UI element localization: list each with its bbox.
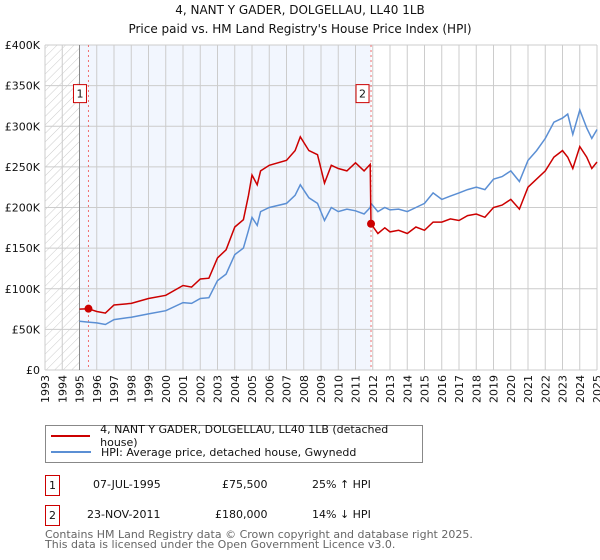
x-tick-label: 2025 xyxy=(591,375,600,403)
transaction-date: 07-JUL-1995 xyxy=(93,478,161,491)
x-tick-label: 2002 xyxy=(194,375,207,403)
sale-point xyxy=(367,219,376,228)
hpi-line xyxy=(79,107,598,326)
legend-label: HPI: Average price, detached house, Gwyn… xyxy=(101,445,357,459)
x-tick-label: 1998 xyxy=(125,375,138,403)
footer-copyright: Contains HM Land Registry data © Crown c… xyxy=(45,528,473,541)
transaction-number: 2 xyxy=(45,505,60,526)
transaction-price: £180,000 xyxy=(215,508,268,521)
footer-licence: This data is licensed under the Open Gov… xyxy=(45,538,396,551)
x-tick-label: 2018 xyxy=(470,375,483,403)
x-tick-label: 2010 xyxy=(332,375,345,403)
y-tick-label: £250K xyxy=(5,161,41,174)
transaction-number: 1 xyxy=(45,475,60,496)
y-tick-label: £350K xyxy=(5,80,41,93)
legend-swatch-blue xyxy=(51,451,91,453)
x-tick-label: 2001 xyxy=(177,375,190,403)
footer: Contains HM Land Registry data © Crown c… xyxy=(45,528,473,551)
price-paid-line xyxy=(79,135,598,314)
x-tick-label: 2008 xyxy=(298,375,311,403)
chart-title: 4, NANT Y GADER, DOLGELLAU, LL40 1LB xyxy=(175,3,425,17)
legend-label: 4, NANT Y GADER, DOLGELLAU, LL40 1LB (de… xyxy=(100,423,389,449)
transaction-date: 23-NOV-2011 xyxy=(87,508,161,521)
x-tick-label: 2021 xyxy=(522,375,535,403)
sale-label: 2 xyxy=(359,88,366,101)
x-tick-label: 2022 xyxy=(539,375,552,403)
x-tick-label: 2003 xyxy=(212,375,225,403)
x-tick-label: 1996 xyxy=(91,375,104,403)
x-tick-label: 1997 xyxy=(108,375,121,403)
y-tick-label: £150K xyxy=(5,242,41,255)
x-tick-label: 2023 xyxy=(557,375,570,403)
y-tick-label: £400K xyxy=(5,39,41,52)
transaction-row: 2 23-NOV-2011 £180,000 14% ↓ HPI xyxy=(45,505,445,526)
y-tick-label: £100K xyxy=(5,283,41,296)
x-tick-label: 2007 xyxy=(281,375,294,403)
legend-swatch-red xyxy=(51,435,91,437)
transaction-hpi: 25% ↑ HPI xyxy=(312,478,371,491)
x-tick-label: 1999 xyxy=(143,375,156,403)
x-tick-label: 2015 xyxy=(419,375,432,403)
transaction-hpi: 14% ↓ HPI xyxy=(312,508,371,521)
x-tick-label: 2011 xyxy=(350,375,363,403)
x-tick-label: 2000 xyxy=(160,375,173,403)
y-tick-label: £300K xyxy=(5,120,41,133)
x-tick-label: 1995 xyxy=(74,375,87,403)
price-chart: 4, NANT Y GADER, DOLGELLAU, LL40 1LB Pri… xyxy=(5,3,600,403)
transaction-price: £75,500 xyxy=(222,478,268,491)
x-tick-label: 2012 xyxy=(367,375,380,403)
x-tick-label: 2005 xyxy=(246,375,259,403)
x-tick-label: 2017 xyxy=(453,375,466,403)
legend: 4, NANT Y GADER, DOLGELLAU, LL40 1LB (de… xyxy=(45,423,423,463)
legend-item-property: 4, NANT Y GADER, DOLGELLAU, LL40 1LB (de… xyxy=(46,423,422,449)
y-tick-label: £0 xyxy=(26,364,40,377)
x-tick-label: 2016 xyxy=(436,375,449,403)
sale-label: 1 xyxy=(76,88,83,101)
x-tick-label: 2014 xyxy=(401,375,414,403)
x-tick-label: 2024 xyxy=(574,375,587,403)
x-tick-label: 2013 xyxy=(384,375,397,403)
y-tick-label: £50K xyxy=(12,323,41,336)
x-tick-label: 2006 xyxy=(263,375,276,403)
legend-item-hpi: HPI: Average price, detached house, Gwyn… xyxy=(46,444,356,460)
x-tick-label: 2004 xyxy=(229,375,242,403)
sale-point xyxy=(84,304,93,313)
sale-label-box xyxy=(355,84,370,104)
x-tick-label: 1994 xyxy=(56,375,69,403)
y-tick-label: £200K xyxy=(5,202,41,215)
sale-label-box xyxy=(72,84,87,104)
transaction-row: 1 07-JUL-1995 £75,500 25% ↑ HPI xyxy=(45,475,445,496)
x-tick-label: 2020 xyxy=(505,375,518,403)
x-tick-label: 2019 xyxy=(488,375,501,403)
x-tick-label: 1993 xyxy=(39,375,52,403)
chart-subtitle: Price paid vs. HM Land Registry's House … xyxy=(128,22,471,36)
x-tick-label: 2009 xyxy=(315,375,328,403)
